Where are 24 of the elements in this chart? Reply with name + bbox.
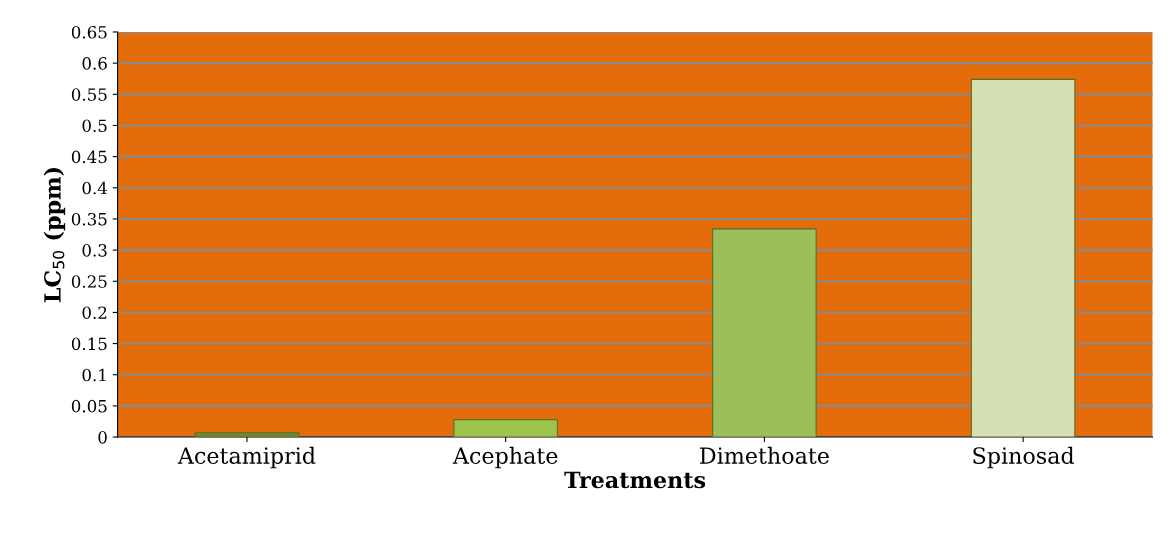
y-tick-label: 0.6 bbox=[82, 57, 107, 70]
y-tick-label: 0.65 bbox=[71, 25, 107, 39]
y-tick-label: 0.1 bbox=[82, 368, 106, 382]
bar bbox=[970, 78, 1076, 438]
y-tick-label: 0 bbox=[98, 431, 107, 444]
y-tick-label: 0.05 bbox=[71, 399, 107, 413]
bar bbox=[712, 228, 817, 438]
bar bbox=[453, 419, 558, 438]
x-tick-label: Spinosad bbox=[973, 446, 1075, 469]
y-tick-label: 0.4 bbox=[82, 181, 108, 195]
x-tick-label: Dimethoate bbox=[700, 446, 829, 464]
bar bbox=[194, 432, 300, 438]
y-tick-label: 0.3 bbox=[82, 244, 107, 257]
y-tick-label: 0.55 bbox=[71, 88, 107, 101]
y-tick-label: 0.25 bbox=[71, 275, 107, 288]
y-tick-label: 0.45 bbox=[71, 150, 107, 164]
y-axis-title: LC$_{50}$ (ppm) bbox=[43, 168, 66, 303]
y-tick-label: 0.35 bbox=[71, 212, 107, 226]
y-tick-label: 0.5 bbox=[82, 119, 107, 133]
y-tick-label: 0.2 bbox=[82, 306, 107, 319]
x-axis-title: Treatments bbox=[564, 471, 706, 489]
y-tick-label: 0.15 bbox=[71, 337, 107, 351]
x-tick-label: Acephate bbox=[452, 446, 558, 469]
x-tick-label: Acetamiprid bbox=[177, 446, 316, 469]
